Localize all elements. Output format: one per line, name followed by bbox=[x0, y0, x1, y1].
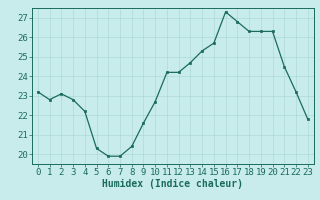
X-axis label: Humidex (Indice chaleur): Humidex (Indice chaleur) bbox=[102, 179, 243, 189]
